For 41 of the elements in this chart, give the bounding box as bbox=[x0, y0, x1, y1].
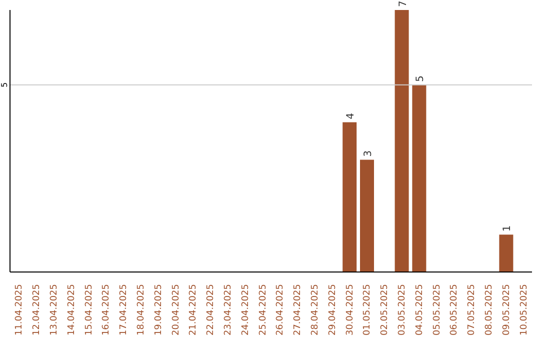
x-tick-label: 01.05.2025 bbox=[362, 284, 373, 336]
x-tick-label: 03.05.2025 bbox=[398, 284, 408, 336]
x-tick-label: 18.04.2025 bbox=[136, 284, 146, 336]
bar bbox=[342, 122, 357, 272]
x-tick-label: 05.05.2025 bbox=[432, 284, 442, 336]
x-tick-label: 28.04.2025 bbox=[310, 284, 320, 336]
data-label: 1 bbox=[502, 225, 514, 232]
data-label: 7 bbox=[398, 0, 409, 7]
bar bbox=[394, 10, 409, 272]
bar bbox=[499, 234, 514, 272]
x-tick-label: 14.04.2025 bbox=[66, 284, 77, 336]
x-tick-label: 15.04.2025 bbox=[84, 284, 94, 336]
x-tick-label: 22.04.2025 bbox=[206, 284, 216, 336]
data-label: 3 bbox=[363, 150, 374, 157]
x-tick-label: 12.04.2025 bbox=[32, 284, 42, 336]
x-tick-label: 09.05.2025 bbox=[502, 284, 512, 336]
x-tick-label: 08.05.2025 bbox=[484, 284, 494, 336]
x-tick-label: 27.04.2025 bbox=[293, 284, 304, 336]
ref-line-label: 5 bbox=[0, 82, 9, 88]
x-tick-label: 29.04.2025 bbox=[328, 284, 338, 336]
x-tick-label: 06.05.2025 bbox=[450, 284, 460, 336]
data-label: 4 bbox=[346, 112, 357, 120]
x-tick-label: 13.04.2025 bbox=[50, 284, 60, 336]
x-tick-label: 30.04.2025 bbox=[345, 284, 356, 336]
x-tick-label: 19.04.2025 bbox=[154, 284, 164, 336]
x-tick-label: 25.04.2025 bbox=[258, 284, 268, 336]
x-tick-label: 17.04.2025 bbox=[119, 284, 130, 336]
x-tick-label: 04.05.2025 bbox=[414, 284, 425, 336]
x-tick-label: 07.05.2025 bbox=[467, 284, 478, 336]
x-tick-label: 11.04.2025 bbox=[14, 284, 25, 336]
bar bbox=[360, 160, 374, 272]
x-tick-label: 10.05.2025 bbox=[519, 284, 530, 336]
x-tick-label: 02.05.2025 bbox=[380, 284, 390, 336]
x-tick-label: 26.04.2025 bbox=[276, 284, 286, 336]
data-label: 5 bbox=[415, 75, 426, 82]
x-tick-label: 24.04.2025 bbox=[240, 284, 251, 336]
x-tick-label: 21.04.2025 bbox=[188, 284, 199, 336]
bar bbox=[412, 84, 426, 272]
x-tick-label: 20.04.2025 bbox=[171, 284, 182, 336]
x-tick-label: 23.04.2025 bbox=[224, 284, 234, 336]
x-tick-label: 16.04.2025 bbox=[102, 284, 112, 336]
